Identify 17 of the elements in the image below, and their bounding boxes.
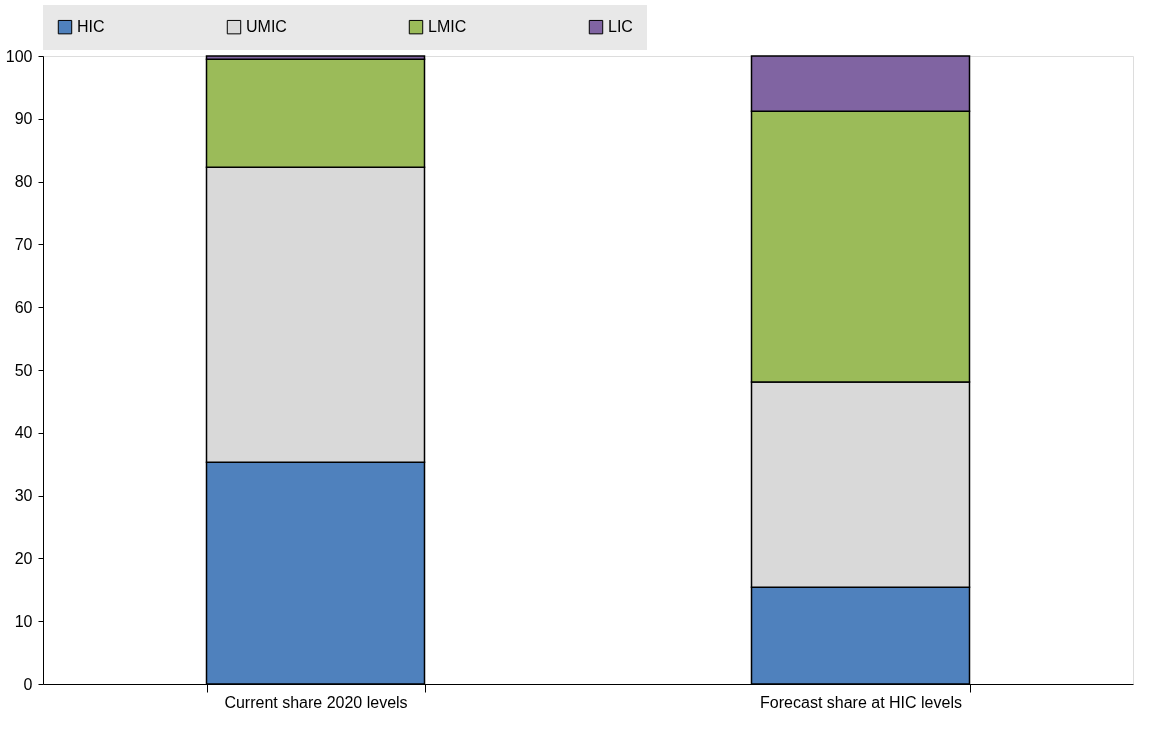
legend-label: LIC [608,18,633,36]
x-tick-label: Forecast share at HIC levels [760,693,962,711]
legend-label: LMIC [428,18,467,36]
y-tick-label: 100 [5,47,33,65]
y-tick-label: 10 [14,612,33,630]
y-tick-label: 60 [14,298,33,316]
y-tick-label: 80 [14,173,33,191]
y-tick-label: 70 [14,235,33,253]
legend-label: HIC [77,18,105,36]
y-tick-label: 90 [14,110,33,128]
y-tick-label: 50 [14,361,33,379]
legend-label: UMIC [246,18,287,36]
y-tick-label: 0 [23,675,33,693]
y-tick-label: 40 [14,424,33,442]
y-tick-label: 20 [14,549,33,567]
y-tick-label: 30 [14,487,33,505]
x-tick-label: Current share 2020 levels [224,693,408,711]
